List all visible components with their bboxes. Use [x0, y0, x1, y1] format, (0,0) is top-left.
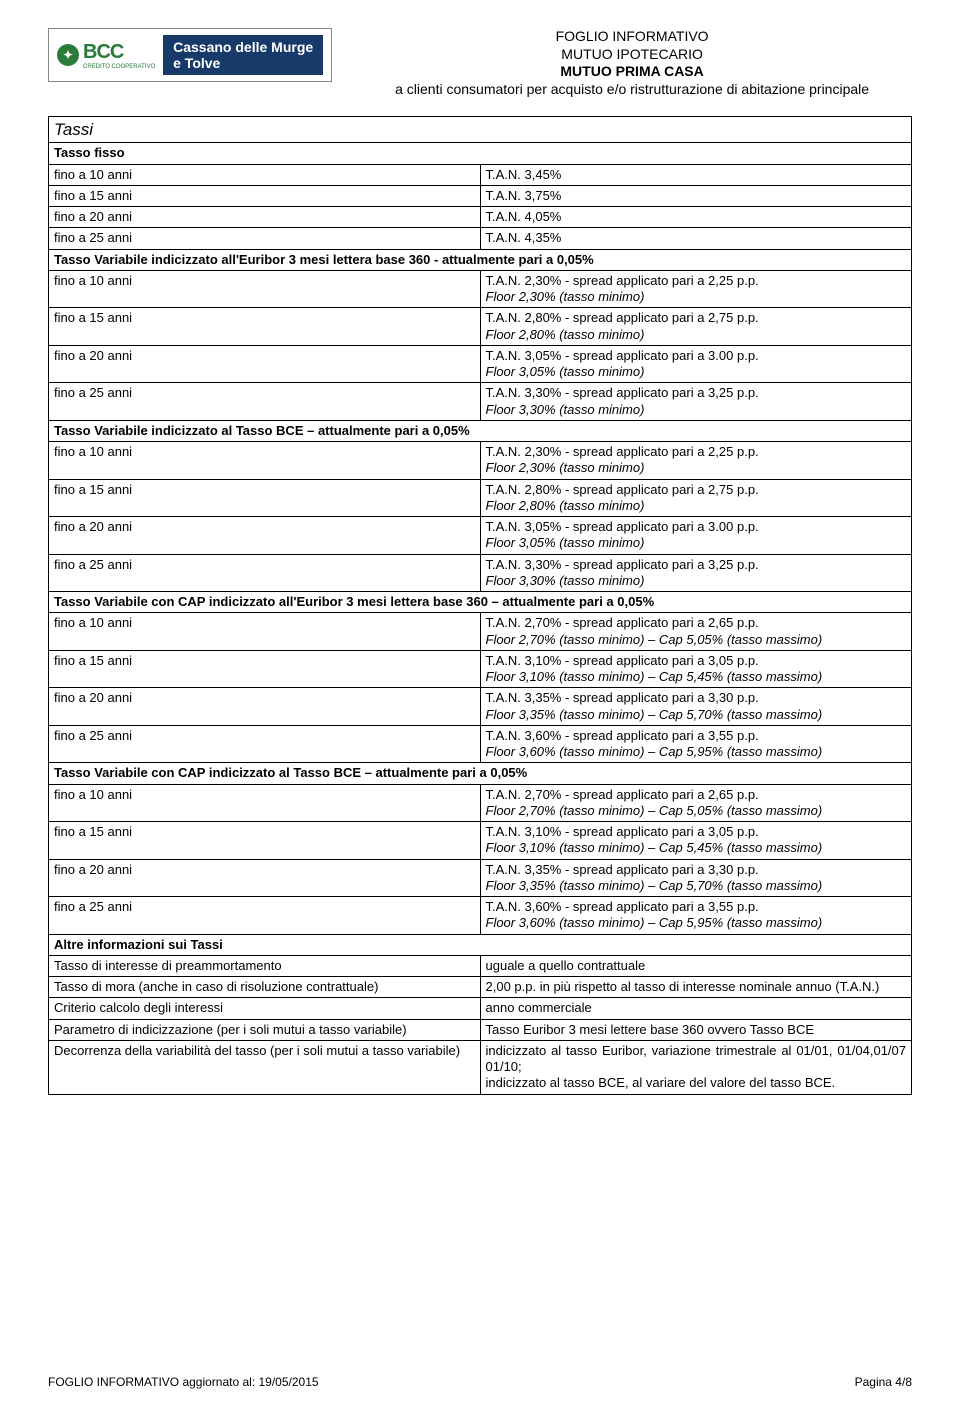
table-row: fino a 25 anniT.A.N. 3,60% - spread appl… [49, 897, 912, 935]
table-row: fino a 25 anniT.A.N. 3,30% - spread appl… [49, 383, 912, 421]
table-value-cell: 2,00 p.p. in più rispetto al tasso di in… [480, 977, 912, 998]
table-row: fino a 10 anniT.A.N. 2,30% - spread appl… [49, 270, 912, 308]
table-label-cell: fino a 10 anni [49, 613, 481, 651]
table-value-cell: T.A.N. 2,30% - spread applicato pari a 2… [480, 270, 912, 308]
table-label-cell: fino a 15 anni [49, 650, 481, 688]
table-header-cell: Tasso Variabile con CAP indicizzato all'… [49, 592, 912, 613]
bcc-logo-sub: CREDITO COOPERATIVO [83, 64, 155, 70]
bcc-logo-text: BCC [83, 41, 123, 63]
page-footer: FOGLIO INFORMATIVO aggiornato al: 19/05/… [48, 1375, 912, 1389]
title-line1: FOGLIO INFORMATIVO [352, 28, 912, 46]
footer-left: FOGLIO INFORMATIVO aggiornato al: 19/05/… [48, 1375, 319, 1389]
table-row: fino a 25 anniT.A.N. 3,30% - spread appl… [49, 554, 912, 592]
table-value-cell: uguale a quello contrattuale [480, 955, 912, 976]
table-value-cell: T.A.N. 3,30% - spread applicato pari a 3… [480, 383, 912, 421]
bcc-icon: ✦ [57, 44, 79, 66]
table-row: fino a 15 anniT.A.N. 2,80% - spread appl… [49, 479, 912, 517]
rates-table: TassiTasso fissofino a 10 anniT.A.N. 3,4… [48, 116, 912, 1095]
table-row: fino a 25 anniT.A.N. 3,60% - spread appl… [49, 725, 912, 763]
table-header-cell: Tasso Variabile con CAP indicizzato al T… [49, 763, 912, 784]
table-row: fino a 10 anniT.A.N. 3,45% [49, 164, 912, 185]
brand-name: Cassano delle Murge e Tolve [163, 35, 323, 75]
table-row: fino a 10 anniT.A.N. 2,30% - spread appl… [49, 442, 912, 480]
table-label-cell: fino a 10 anni [49, 270, 481, 308]
table-value-cell: T.A.N. 2,70% - spread applicato pari a 2… [480, 613, 912, 651]
table-label-cell: fino a 20 anni [49, 517, 481, 555]
table-label-cell: fino a 10 anni [49, 784, 481, 822]
document-title-block: FOGLIO INFORMATIVO MUTUO IPOTECARIO MUTU… [352, 28, 912, 98]
table-value-cell: T.A.N. 3,05% - spread applicato pari a 3… [480, 517, 912, 555]
table-row: fino a 20 anniT.A.N. 4,05% [49, 207, 912, 228]
table-header-cell: Altre informazioni sui Tassi [49, 934, 912, 955]
table-label-cell: fino a 25 anni [49, 383, 481, 421]
table-value-cell: T.A.N. 2,80% - spread applicato pari a 2… [480, 479, 912, 517]
table-header-cell: Tasso fisso [49, 143, 912, 164]
title-line4: a clienti consumatori per acquisto e/o r… [352, 81, 912, 99]
table-row: fino a 15 anniT.A.N. 3,10% - spread appl… [49, 650, 912, 688]
table-label-cell: fino a 20 anni [49, 688, 481, 726]
table-label-cell: Tasso di mora (anche in caso di risoluzi… [49, 977, 481, 998]
table-label-cell: Parametro di indicizzazione (per i soli … [49, 1019, 481, 1040]
table-value-cell: anno commerciale [480, 998, 912, 1019]
table-label-cell: fino a 15 anni [49, 185, 481, 206]
table-value-cell: T.A.N. 3,60% - spread applicato pari a 3… [480, 897, 912, 935]
table-value-cell: T.A.N. 3,05% - spread applicato pari a 3… [480, 345, 912, 383]
footer-right: Pagina 4/8 [855, 1375, 912, 1389]
table-header-cell: Tassi [49, 117, 912, 143]
table-row: Decorrenza della variabilità del tasso (… [49, 1040, 912, 1094]
table-value-cell: T.A.N. 2,80% - spread applicato pari a 2… [480, 308, 912, 346]
table-row: fino a 25 anniT.A.N. 4,35% [49, 228, 912, 249]
table-label-cell: fino a 25 anni [49, 897, 481, 935]
table-header-cell: Tasso Variabile indicizzato al Tasso BCE… [49, 420, 912, 441]
table-label-cell: fino a 10 anni [49, 164, 481, 185]
brand-line1: Cassano delle Murge [173, 39, 313, 55]
table-value-cell: T.A.N. 3,35% - spread applicato pari a 3… [480, 688, 912, 726]
table-row: fino a 10 anniT.A.N. 2,70% - spread appl… [49, 784, 912, 822]
table-label-cell: fino a 15 anni [49, 822, 481, 860]
table-label-cell: fino a 20 anni [49, 207, 481, 228]
table-row: Tasso di interesse di preammortamentougu… [49, 955, 912, 976]
table-value-cell: T.A.N. 3,35% - spread applicato pari a 3… [480, 859, 912, 897]
table-label-cell: fino a 25 anni [49, 228, 481, 249]
table-row: Criterio calcolo degli interessianno com… [49, 998, 912, 1019]
table-label-cell: Tasso di interesse di preammortamento [49, 955, 481, 976]
title-line3: MUTUO PRIMA CASA [352, 63, 912, 81]
table-value-cell: T.A.N. 3,75% [480, 185, 912, 206]
table-value-cell: T.A.N. 2,30% - spread applicato pari a 2… [480, 442, 912, 480]
table-value-cell: T.A.N. 3,45% [480, 164, 912, 185]
table-row: fino a 10 anniT.A.N. 2,70% - spread appl… [49, 613, 912, 651]
table-row: fino a 15 anniT.A.N. 2,80% - spread appl… [49, 308, 912, 346]
table-value-cell: T.A.N. 4,05% [480, 207, 912, 228]
table-label-cell: fino a 25 anni [49, 554, 481, 592]
table-row: fino a 20 anniT.A.N. 3,05% - spread appl… [49, 345, 912, 383]
document-header: ✦ BCC CREDITO COOPERATIVO Cassano delle … [48, 28, 912, 98]
bank-logo: ✦ BCC CREDITO COOPERATIVO Cassano delle … [48, 28, 332, 82]
table-row: fino a 20 anniT.A.N. 3,35% - spread appl… [49, 859, 912, 897]
table-value-cell: Tasso Euribor 3 mesi lettere base 360 ov… [480, 1019, 912, 1040]
table-label-cell: fino a 10 anni [49, 442, 481, 480]
table-label-cell: Criterio calcolo degli interessi [49, 998, 481, 1019]
table-row: fino a 15 anniT.A.N. 3,10% - spread appl… [49, 822, 912, 860]
table-row: fino a 20 anniT.A.N. 3,05% - spread appl… [49, 517, 912, 555]
table-label-cell: fino a 25 anni [49, 725, 481, 763]
table-value-cell: T.A.N. 3,60% - spread applicato pari a 3… [480, 725, 912, 763]
table-label-cell: Decorrenza della variabilità del tasso (… [49, 1040, 481, 1094]
table-header-cell: Tasso Variabile indicizzato all'Euribor … [49, 249, 912, 270]
table-row: Parametro di indicizzazione (per i soli … [49, 1019, 912, 1040]
table-row: fino a 20 anniT.A.N. 3,35% - spread appl… [49, 688, 912, 726]
table-value-cell: T.A.N. 3,30% - spread applicato pari a 3… [480, 554, 912, 592]
table-value-cell: T.A.N. 4,35% [480, 228, 912, 249]
table-value-cell: T.A.N. 3,10% - spread applicato pari a 3… [480, 650, 912, 688]
table-label-cell: fino a 20 anni [49, 859, 481, 897]
table-value-cell: indicizzato al tasso Euribor, variazione… [480, 1040, 912, 1094]
brand-line2: e Tolve [173, 55, 220, 71]
table-label-cell: fino a 15 anni [49, 479, 481, 517]
table-row: fino a 15 anniT.A.N. 3,75% [49, 185, 912, 206]
table-label-cell: fino a 20 anni [49, 345, 481, 383]
table-value-cell: T.A.N. 2,70% - spread applicato pari a 2… [480, 784, 912, 822]
title-line2: MUTUO IPOTECARIO [352, 46, 912, 64]
table-value-cell: T.A.N. 3,10% - spread applicato pari a 3… [480, 822, 912, 860]
table-label-cell: fino a 15 anni [49, 308, 481, 346]
table-row: Tasso di mora (anche in caso di risoluzi… [49, 977, 912, 998]
